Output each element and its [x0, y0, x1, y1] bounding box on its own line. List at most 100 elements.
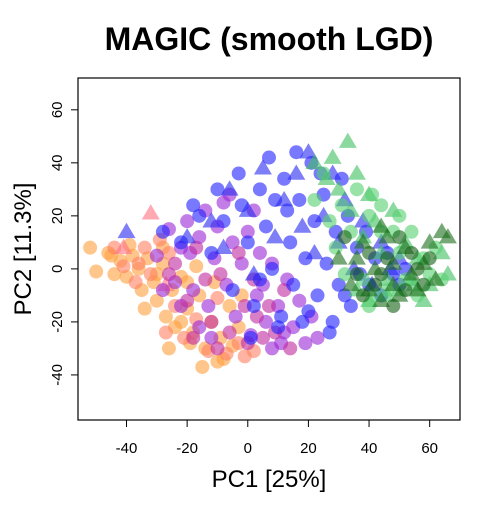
data-point	[161, 267, 176, 282]
data-point	[141, 204, 160, 220]
data-point	[114, 238, 133, 254]
data-point	[198, 272, 213, 287]
data-point	[347, 164, 366, 180]
data-point	[204, 314, 219, 329]
data-point	[293, 217, 312, 233]
data-point	[338, 132, 357, 148]
data-point	[222, 325, 237, 340]
data-point	[420, 233, 439, 249]
data-point	[180, 293, 195, 308]
data-point	[262, 150, 276, 165]
data-point	[325, 314, 340, 329]
data-point	[204, 330, 219, 345]
data-point	[266, 228, 285, 244]
data-point	[349, 267, 364, 282]
data-point	[240, 235, 255, 250]
data-point	[225, 235, 240, 250]
y-axis: -40 -20 0 20 40 60	[49, 101, 78, 386]
data-point	[292, 192, 307, 207]
data-point	[374, 267, 389, 282]
data-point	[287, 164, 306, 180]
data-point	[234, 256, 249, 271]
data-point	[416, 277, 431, 292]
data-point	[414, 291, 433, 307]
y-tick-label: -40	[49, 364, 66, 386]
data-point	[337, 267, 352, 282]
x-axis-label: PC1 [25%]	[212, 466, 327, 493]
data-point	[404, 245, 419, 260]
data-point	[298, 336, 313, 351]
data-point	[252, 182, 267, 197]
data-point	[349, 182, 364, 197]
data-point	[331, 277, 346, 292]
data-points	[83, 132, 457, 374]
data-point	[378, 228, 397, 244]
data-point	[408, 281, 427, 297]
data-point	[204, 245, 219, 260]
data-point	[143, 267, 158, 282]
data-point	[189, 240, 204, 255]
data-point	[186, 283, 201, 298]
data-point	[249, 309, 264, 324]
data-point	[374, 198, 389, 213]
data-point	[329, 180, 348, 196]
x-tick-label: 0	[244, 440, 252, 457]
data-point	[372, 291, 391, 307]
data-point	[426, 270, 445, 286]
data-point	[372, 217, 391, 233]
data-point	[238, 201, 257, 217]
data-point	[149, 248, 164, 263]
data-point	[231, 245, 246, 260]
data-point	[322, 325, 337, 340]
data-point	[353, 212, 372, 228]
data-point	[180, 214, 195, 229]
data-point	[214, 238, 233, 254]
data-point	[161, 245, 176, 260]
data-point	[337, 288, 352, 303]
data-point	[216, 214, 231, 229]
data-point	[192, 320, 207, 335]
data-point	[195, 359, 210, 374]
data-point	[390, 286, 409, 302]
data-point	[116, 259, 131, 274]
data-point	[255, 330, 270, 345]
x-tick-label: 60	[421, 440, 438, 457]
data-point	[252, 245, 267, 260]
data-point	[289, 145, 304, 160]
data-point	[277, 171, 292, 186]
data-point	[186, 198, 201, 213]
data-point	[158, 309, 173, 324]
y-tick-label: 0	[49, 265, 66, 273]
data-point	[334, 198, 349, 213]
y-axis-label: PC2 [11.3%]	[10, 183, 37, 316]
data-point	[362, 245, 377, 260]
data-point	[213, 267, 228, 282]
data-point	[299, 143, 318, 159]
data-point	[210, 182, 225, 197]
data-point	[353, 233, 372, 249]
y-tick-label: 20	[49, 208, 66, 225]
data-point	[201, 299, 216, 313]
data-point	[192, 230, 207, 245]
data-point	[295, 314, 310, 329]
data-point	[83, 240, 98, 255]
chart-title: MAGIC (smooth LGD)	[105, 21, 434, 57]
data-point	[174, 314, 189, 329]
data-point	[107, 267, 122, 282]
data-point	[384, 275, 403, 292]
data-point	[404, 224, 419, 239]
data-point	[89, 264, 104, 279]
data-point	[341, 201, 360, 217]
data-point	[337, 230, 352, 245]
data-point	[253, 159, 272, 175]
data-point	[275, 190, 294, 207]
data-point	[362, 299, 377, 313]
data-point	[246, 299, 261, 313]
data-point	[310, 330, 325, 345]
data-point	[365, 187, 380, 202]
data-point	[310, 288, 325, 303]
data-point	[362, 208, 377, 223]
data-point	[265, 341, 280, 356]
x-tick-label: -40	[116, 440, 138, 457]
x-tick-label: 40	[361, 440, 378, 457]
